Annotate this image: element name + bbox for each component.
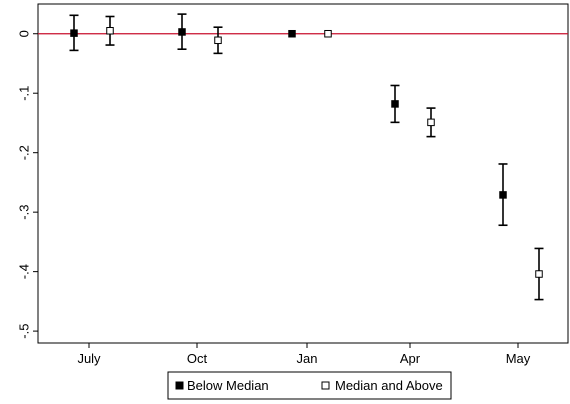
legend-label: Median and Above xyxy=(335,378,443,393)
legend-label: Below Median xyxy=(187,378,269,393)
x-tick-label: Oct xyxy=(187,351,208,366)
legend-box xyxy=(167,371,452,400)
x-tick-label: Jan xyxy=(297,351,318,366)
point-below-median xyxy=(288,29,296,38)
x-axis: July Oct Jan Apr May xyxy=(77,343,531,366)
y-tick-label: -.2 xyxy=(17,145,32,160)
legend-marker-below-median xyxy=(175,381,184,390)
point-median-and-above xyxy=(214,36,222,45)
point-below-median xyxy=(178,28,186,36)
legend: Below Median Median and Above xyxy=(167,371,452,400)
data-marks xyxy=(69,13,544,301)
point-below-median xyxy=(499,191,507,199)
y-tick-label: -.5 xyxy=(17,324,32,339)
y-tick-label: -.4 xyxy=(17,264,32,279)
y-tick-label: -.1 xyxy=(17,86,32,101)
point-below-median xyxy=(391,100,399,108)
point-median-and-above xyxy=(324,29,332,38)
y-axis: 0 -.1 -.2 -.3 -.4 -.5 xyxy=(17,30,38,339)
y-tick-label: 0 xyxy=(17,30,32,37)
plot-frame xyxy=(37,3,569,344)
plot-area xyxy=(37,3,569,344)
x-tick-label: July xyxy=(77,351,101,366)
x-tick-label: May xyxy=(506,351,531,366)
point-median-and-above xyxy=(535,270,543,278)
point-median-and-above xyxy=(427,118,435,127)
x-tick-label: Apr xyxy=(400,351,421,366)
y-tick-label: -.3 xyxy=(17,205,32,220)
point-below-median xyxy=(70,29,78,37)
point-median-and-above xyxy=(106,27,114,35)
legend-marker-median-and-above xyxy=(321,381,330,390)
